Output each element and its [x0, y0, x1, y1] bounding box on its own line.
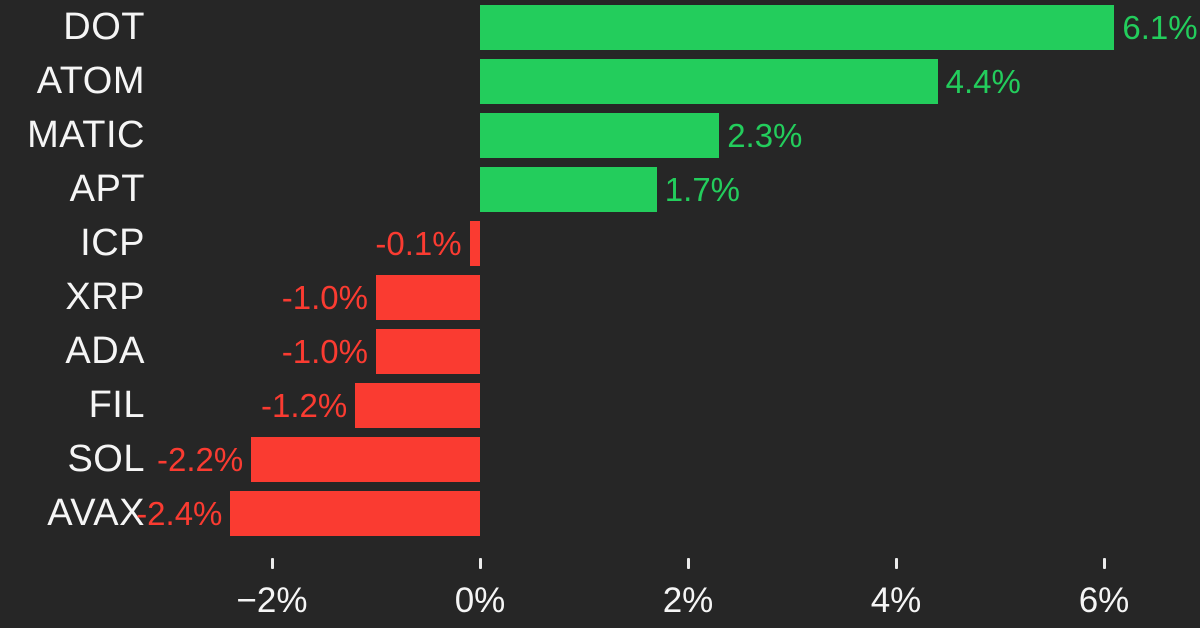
bar: [469, 221, 480, 266]
category-label: ATOM: [36, 60, 145, 102]
bar: [230, 491, 480, 536]
axis-tick-label: −2%: [236, 581, 308, 620]
value-label: 1.7%: [664, 171, 741, 208]
bar: [355, 383, 480, 428]
category-label: ADA: [65, 330, 145, 372]
bar: [480, 5, 1115, 50]
chart-row: FIL -1.2%: [0, 383, 1200, 428]
chart-row: SOL -2.2%: [0, 437, 1200, 482]
bar: [480, 167, 657, 212]
category-label: SOL: [67, 438, 145, 480]
axis-tick-label: 2%: [662, 581, 714, 620]
category-label: DOT: [63, 6, 145, 48]
axis-tick-mark: [270, 558, 274, 569]
value-label: 6.1%: [1122, 9, 1198, 46]
bar: [376, 275, 480, 320]
value-label: -1.0%: [281, 333, 368, 370]
bar: [376, 329, 480, 374]
axis-tick-mark: [1102, 558, 1106, 569]
axis-tick-mark: [894, 558, 898, 569]
value-label: -1.2%: [260, 387, 348, 424]
value-label: 4.4%: [945, 63, 1021, 100]
value-label: -2.4%: [136, 495, 223, 532]
axis-tick-mark: [686, 558, 690, 569]
axis-tick-mark: [478, 558, 482, 569]
axis-tick-label: 0%: [454, 581, 506, 620]
category-label: AVAX: [47, 492, 145, 534]
chart-row: ADA -1.0%: [0, 329, 1200, 374]
axis-tick-label: 6%: [1078, 581, 1130, 620]
value-label: -0.1%: [375, 225, 462, 262]
chart-row: APT 1.7%: [0, 167, 1200, 212]
category-label: FIL: [88, 384, 145, 426]
bar: [480, 59, 938, 104]
chart-row: MATIC 2.3%: [0, 113, 1200, 158]
bar: [251, 437, 480, 482]
category-label: MATIC: [27, 114, 145, 156]
category-label: ICP: [80, 222, 145, 264]
value-label: -2.2%: [156, 441, 244, 478]
axis-tick-label: 4%: [870, 581, 922, 620]
chart-row: ATOM 4.4%: [0, 59, 1200, 104]
chart-row: DOT 6.1%: [0, 5, 1200, 50]
category-label: APT: [69, 168, 145, 210]
chart-row: XRP -1.0%: [0, 275, 1200, 320]
chart-row: ICP -0.1%: [0, 221, 1200, 266]
value-label: 2.3%: [727, 117, 803, 154]
value-label: -1.0%: [281, 279, 368, 316]
chart-row: AVAX -2.4%: [0, 491, 1200, 536]
bar: [480, 113, 720, 158]
category-label: XRP: [65, 276, 145, 318]
